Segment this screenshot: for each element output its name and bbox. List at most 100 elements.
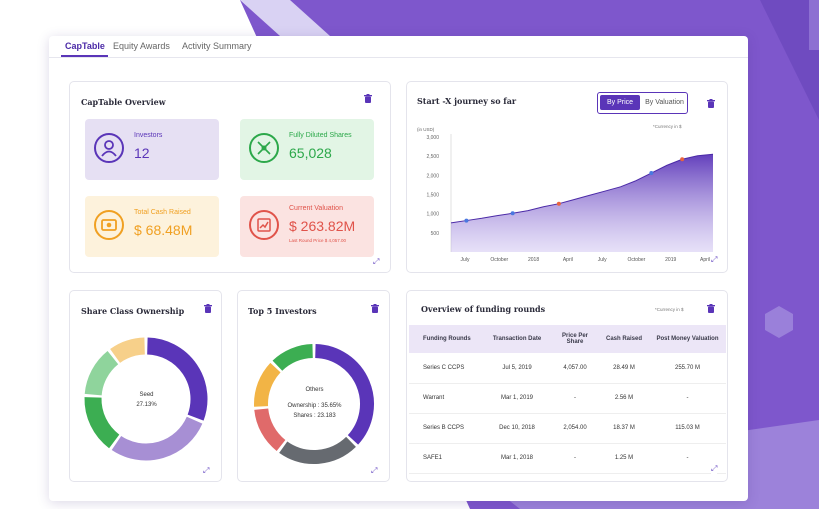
tab-captable[interactable]: CapTable: [65, 41, 105, 51]
expand-icon[interactable]: ⤢: [371, 466, 378, 475]
x-tick-label: 2018: [528, 257, 539, 263]
donut-center-value: 27.13%: [136, 402, 157, 408]
donut-center-ownership: Ownership : 35.65%: [287, 403, 342, 409]
donut-segment[interactable]: [84, 397, 120, 449]
investors-tile[interactable]: Investors 12: [85, 119, 219, 180]
cell: 18.37 M: [599, 413, 649, 444]
trash-icon[interactable]: [364, 94, 372, 103]
x-tick-label: July: [598, 257, 607, 263]
donut-segment[interactable]: [314, 344, 374, 445]
tab-bar: CapTable Equity Awards Activity Summary: [49, 36, 748, 58]
cell: 115.03 M: [649, 413, 726, 444]
tile-value: $ 263.82M: [289, 218, 356, 234]
expand-icon[interactable]: ⤢: [711, 464, 718, 474]
data-point[interactable]: [464, 218, 469, 223]
cell: 255.70 M: [649, 353, 726, 384]
column-header[interactable]: Funding Rounds: [409, 325, 483, 353]
captable-dashboard-window: CapTable Equity Awards Activity Summary …: [49, 36, 748, 501]
tab-equity-awards[interactable]: Equity Awards: [113, 41, 170, 51]
y-tick-label: 1,500: [426, 193, 439, 199]
y-axis-label: (in USD): [417, 127, 435, 132]
table-header-row: Funding Rounds Transaction Date Price Pe…: [409, 325, 726, 353]
tab-activity-summary[interactable]: Activity Summary: [182, 41, 252, 51]
cell: Mar 1, 2019: [483, 383, 551, 414]
panel-title: CapTable Overview: [81, 97, 166, 107]
data-point[interactable]: [510, 211, 515, 216]
donut-segment[interactable]: [111, 416, 203, 461]
cell: Warrant: [409, 383, 483, 414]
journey-area-chart: (in USD) 3,000 2,500 2,000 1,500 1,000 500 July…: [417, 127, 714, 263]
panel-title: Top 5 Investors: [248, 306, 317, 316]
by-valuation-button[interactable]: By Valuation: [645, 99, 684, 106]
donut-center-label: Seed: [139, 392, 154, 398]
y-tick-label: 2,000: [426, 173, 439, 179]
donut-segment[interactable]: [110, 337, 146, 364]
fully-diluted-shares-tile[interactable]: Fully Diluted Shares 65,028: [240, 119, 374, 180]
trash-icon[interactable]: [371, 304, 379, 313]
cell: Series C CCPS: [409, 353, 483, 384]
cell: 2.56 M: [599, 383, 649, 414]
data-point[interactable]: [680, 157, 685, 162]
column-header[interactable]: Price Per Share: [551, 325, 599, 353]
column-header[interactable]: Cash Raised: [599, 325, 649, 353]
table-row[interactable]: Warrant Mar 1, 2019 - 2.56 M -: [409, 383, 726, 414]
funding-rounds-panel: Overview of funding rounds *Currency in …: [406, 290, 728, 482]
expand-icon[interactable]: ⤢: [373, 257, 380, 266]
y-tick-label: 500: [431, 231, 440, 237]
tile-label: Current Valuation: [289, 205, 343, 212]
funding-rounds-table: Funding Rounds Transaction Date Price Pe…: [409, 325, 726, 474]
journey-panel: Start -X journey so far By Price By Valu…: [406, 81, 728, 273]
cell: -: [551, 383, 599, 414]
trash-icon[interactable]: [707, 304, 715, 313]
column-header[interactable]: Transaction Date: [483, 325, 551, 353]
user-icon: [94, 133, 124, 163]
share-class-ownership-panel: Share Class Ownership Seed 27.13% ⤢: [69, 290, 222, 482]
expand-icon[interactable]: ⤢: [203, 466, 210, 475]
y-tick-label: 3,000: [426, 135, 439, 141]
y-tick-label: 2,500: [426, 154, 439, 160]
donut-segment[interactable]: [254, 408, 286, 451]
tile-label: Investors: [134, 132, 163, 139]
price-valuation-toggle: By Price By Valuation: [597, 92, 688, 114]
x-tick-label: April: [563, 257, 573, 263]
area-series: [451, 154, 713, 252]
chart-up-icon: [249, 210, 279, 240]
donut-center-shares: Shares : 23.183: [293, 413, 336, 419]
cell: -: [649, 383, 726, 414]
donut-segment[interactable]: [272, 344, 314, 371]
panel-title: Share Class Ownership: [81, 306, 185, 316]
donut-segment[interactable]: [146, 337, 208, 421]
data-point[interactable]: [556, 201, 561, 206]
table-row[interactable]: Series B CCPS Dec 10, 2018 2,054.00 18.3…: [409, 413, 726, 444]
expand-icon[interactable]: ⤢: [711, 255, 718, 264]
x-tick-label: 2019: [665, 257, 676, 263]
cash-icon: [94, 210, 124, 240]
data-point[interactable]: [649, 171, 654, 176]
currency-note: *Currency in $: [653, 124, 682, 129]
table-row[interactable]: Series C CCPS Jul 5, 2019 4,057.00 28.49…: [409, 353, 726, 384]
cell: -: [551, 443, 599, 474]
cell: 28.49 M: [599, 353, 649, 384]
donut-segment[interactable]: [279, 436, 356, 464]
active-tab-indicator: [61, 55, 108, 57]
by-price-button[interactable]: By Price: [600, 95, 640, 110]
captable-overview-panel: CapTable Overview Investors 12 Fully Dil…: [69, 81, 391, 273]
area-series-line: [450, 153, 714, 224]
column-header[interactable]: Post Money Valuation: [649, 325, 726, 353]
trash-icon[interactable]: [204, 304, 212, 313]
donut-segment[interactable]: [254, 362, 281, 407]
cell: Jul 5, 2019: [483, 353, 551, 384]
donut-center-label: Others: [305, 387, 324, 393]
top-investors-donut: [254, 344, 374, 464]
donut-segment[interactable]: [84, 350, 119, 396]
currency-note: *Currency in $: [655, 307, 684, 312]
panel-title: Start -X journey so far: [417, 96, 517, 106]
tile-value: 65,028: [289, 145, 332, 161]
trash-icon[interactable]: [707, 99, 715, 108]
total-cash-raised-tile[interactable]: Total Cash Raised $ 68.48M: [85, 196, 219, 257]
table-row[interactable]: SAFE1 Mar 1, 2018 - 1.25 M -: [409, 443, 726, 474]
x-tick-label: October: [628, 257, 646, 263]
tile-value: 12: [134, 145, 150, 161]
tile-label: Fully Diluted Shares: [289, 132, 352, 139]
current-valuation-tile[interactable]: Current Valuation $ 263.82M Last Round P…: [240, 196, 374, 257]
